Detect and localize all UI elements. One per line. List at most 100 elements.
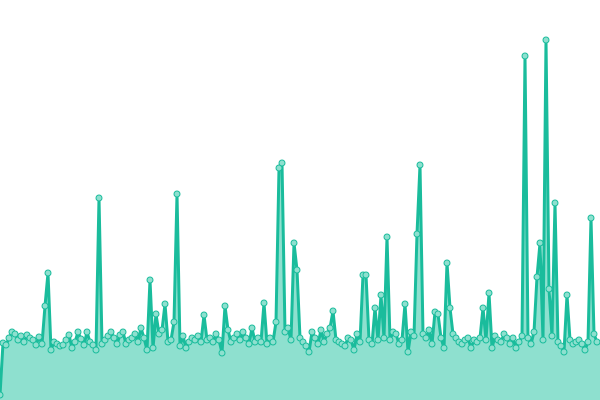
data-point (278, 159, 286, 167)
data-point (323, 330, 331, 338)
data-point (308, 328, 316, 336)
data-point (485, 289, 493, 297)
data-point (77, 335, 85, 343)
data-point (305, 348, 313, 356)
data-point (584, 338, 592, 346)
data-point (89, 341, 97, 349)
data-point (41, 302, 49, 310)
data-point (194, 332, 202, 340)
data-point (65, 331, 73, 339)
data-point (29, 336, 37, 344)
data-point (95, 194, 103, 202)
data-point (257, 338, 265, 346)
data-point (275, 164, 283, 172)
data-point (146, 276, 154, 284)
data-point (578, 340, 586, 348)
data-point (293, 266, 301, 274)
data-point (74, 328, 82, 336)
data-point (242, 334, 250, 342)
data-point (248, 324, 256, 332)
data-point (380, 334, 388, 342)
data-point (17, 332, 25, 340)
data-point (590, 330, 598, 338)
data-point (425, 326, 433, 334)
data-point (269, 338, 277, 346)
data-point (83, 328, 91, 336)
data-point (179, 332, 187, 340)
data-point (356, 338, 364, 346)
data-point (149, 344, 157, 352)
data-point (413, 230, 421, 238)
data-point (377, 291, 385, 299)
data-point (245, 340, 253, 348)
data-point (92, 346, 100, 354)
data-point (410, 332, 418, 340)
data-point (581, 346, 589, 354)
data-point (62, 336, 70, 344)
data-point (404, 348, 412, 356)
data-point (311, 334, 319, 342)
data-point (467, 344, 475, 352)
data-point (200, 311, 208, 319)
data-point (560, 348, 568, 356)
data-point (551, 199, 559, 207)
data-point (374, 336, 382, 344)
data-point (59, 341, 67, 349)
data-point (479, 304, 487, 312)
data-point (38, 340, 46, 348)
data-point (488, 344, 496, 352)
data-point (482, 336, 490, 344)
data-point (548, 332, 556, 340)
data-point (134, 338, 142, 346)
data-point (506, 340, 514, 348)
data-point (212, 330, 220, 338)
data-point (320, 338, 328, 346)
data-point (497, 338, 505, 346)
data-point (239, 328, 247, 336)
data-point (152, 310, 160, 318)
data-point (5, 334, 13, 342)
data-point (509, 334, 517, 342)
data-point (536, 239, 544, 247)
data-point (215, 336, 223, 344)
data-point (182, 344, 190, 352)
data-point (119, 328, 127, 336)
data-point (167, 336, 175, 344)
data-point (530, 328, 538, 336)
data-point (515, 338, 523, 346)
data-point (0, 391, 4, 399)
data-point (176, 342, 184, 350)
data-point (302, 342, 310, 350)
data-point (209, 338, 217, 346)
data-point (593, 338, 600, 346)
data-point (392, 330, 400, 338)
data-point (326, 324, 334, 332)
data-point (11, 330, 19, 338)
data-point (2, 341, 10, 349)
data-point (533, 273, 541, 281)
data-point (218, 349, 226, 357)
data-point (263, 340, 271, 348)
data-point (587, 214, 595, 222)
data-point (35, 333, 43, 341)
data-point (386, 336, 394, 344)
data-point (521, 52, 529, 60)
data-point (224, 326, 232, 334)
data-point (140, 334, 148, 342)
data-point (371, 304, 379, 312)
data-points (0, 36, 600, 399)
data-point (512, 344, 520, 352)
data-point (422, 334, 430, 342)
data-point (158, 326, 166, 334)
data-point (347, 336, 355, 344)
data-point (137, 324, 145, 332)
data-point (173, 190, 181, 198)
data-point (476, 334, 484, 342)
data-point (236, 336, 244, 344)
data-point (353, 330, 361, 338)
data-point (314, 340, 322, 348)
data-point (131, 330, 139, 338)
data-point (32, 341, 40, 349)
data-point (416, 161, 424, 169)
